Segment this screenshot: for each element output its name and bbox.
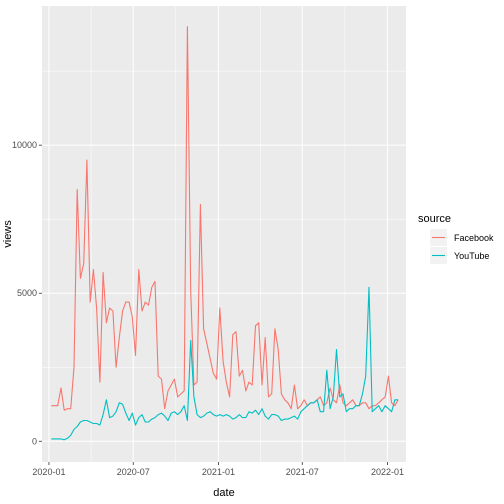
y-axis-title: views: [2, 220, 14, 248]
legend: source Facebook YouTube: [418, 213, 494, 264]
legend-label-youtube: YouTube: [454, 251, 489, 261]
y-tick-label: 0: [32, 436, 37, 446]
x-axis-title: date: [213, 487, 234, 499]
series-line-facebook: [51, 26, 399, 411]
series-line-youtube: [51, 286, 399, 441]
x-tick-label: 2021-01: [202, 467, 235, 477]
y-tick-label: 10000: [12, 140, 37, 150]
grid-lines: [42, 6, 406, 462]
y-tick-label: 5000: [17, 288, 37, 298]
legend-label-facebook: Facebook: [454, 233, 494, 243]
plot-panel: [42, 6, 406, 462]
series-layer: [51, 26, 399, 441]
x-tick-label: 2020-01: [32, 467, 65, 477]
x-tick-label: 2020-07: [117, 467, 150, 477]
x-tick-label: 2021-07: [286, 467, 319, 477]
x-tick-label: 2022-01: [371, 467, 404, 477]
legend-title: source: [418, 213, 451, 225]
axes: 0 5000 10000 2020-01 2020-07 2021-01 2021-07 20…: [12, 140, 404, 477]
